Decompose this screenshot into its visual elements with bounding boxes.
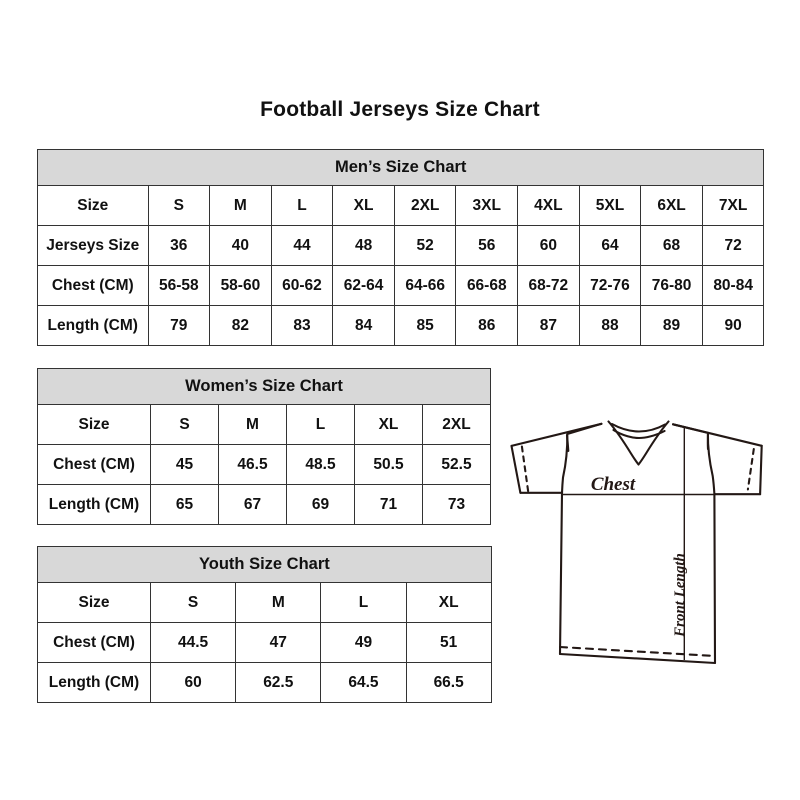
svg-text:Chest: Chest [591, 474, 636, 495]
svg-text:Front Length: Front Length [672, 553, 688, 638]
